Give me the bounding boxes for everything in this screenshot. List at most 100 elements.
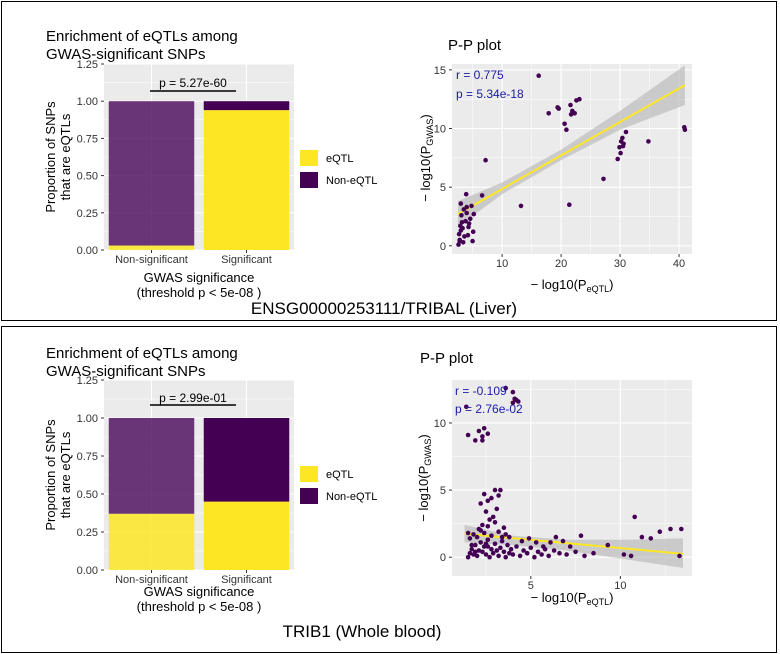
bottom-scatter-point bbox=[469, 542, 475, 548]
bottom-scatter-y-ticks: 0 5 10 bbox=[434, 418, 452, 564]
bottom-scatter-x-tick-label: 5 bbox=[528, 580, 534, 592]
top-bar-x-ticks: Non-significant Significant bbox=[115, 250, 272, 266]
bottom-bar-xlabel-line2: (threshold p < 5e-08 ) bbox=[137, 599, 262, 614]
top-scatter-y-ticks: 0 5 10 15 bbox=[434, 65, 452, 253]
top-scatter-regression-line bbox=[457, 84, 686, 215]
bottom-scatter-point bbox=[485, 431, 491, 437]
top-scatter-point bbox=[568, 112, 574, 117]
bottom-bar-y-tick-label: 0.00 bbox=[77, 565, 98, 577]
top-scatter-point bbox=[682, 127, 688, 132]
top-scatter-point bbox=[462, 234, 467, 239]
bottom-scatter-point bbox=[473, 549, 478, 555]
top-scatter-point bbox=[456, 231, 462, 237]
bottom-scatter-point bbox=[467, 536, 473, 541]
bottom-scatter-point bbox=[494, 506, 500, 512]
bottom-scatter-point bbox=[489, 495, 494, 501]
bottom-scatter-point bbox=[503, 385, 509, 391]
bottom-scatter-point bbox=[485, 498, 491, 504]
bottom-scatter-point bbox=[489, 533, 494, 538]
top-bar-ylabel-line1: Proportion of SNPs bbox=[43, 101, 58, 213]
bottom-scatter-y-tick-label: 5 bbox=[440, 485, 446, 497]
bottom-scatter-point bbox=[560, 538, 566, 544]
top-legend-eqtl-label: eQTL bbox=[326, 153, 354, 165]
bottom-scatter-point bbox=[480, 522, 485, 528]
bottom-scatter-point bbox=[578, 533, 584, 538]
bottom-scatter-point bbox=[546, 553, 551, 559]
bottom-scatter-point bbox=[521, 548, 526, 553]
bottom-bar-bar-eqtl bbox=[203, 501, 290, 570]
bottom-scatter-point bbox=[498, 545, 503, 551]
bottom-scatter-point bbox=[465, 554, 471, 560]
bottom-scatter-point bbox=[503, 532, 509, 537]
top-bar-xlabel-line2: (threshold p < 5e-08 ) bbox=[137, 285, 262, 300]
top-scatter-point bbox=[620, 135, 625, 141]
bottom-scatter-point bbox=[657, 529, 663, 534]
bottom-scatter-point bbox=[679, 526, 684, 532]
bottom-scatter-gridlines bbox=[452, 380, 692, 576]
bottom-bar-title-line1: Enrichment of eQTLs among bbox=[46, 345, 238, 362]
bottom-scatter-point bbox=[487, 517, 492, 522]
top-scatter-point bbox=[458, 201, 464, 206]
bottom-scatter-point bbox=[492, 487, 498, 493]
bottom-scatter-point bbox=[474, 534, 480, 540]
top-scatter-x-tick-label: 20 bbox=[555, 258, 567, 270]
top-scatter-point bbox=[577, 96, 582, 102]
bottom-scatter-point bbox=[476, 428, 482, 434]
bottom-scatter-point bbox=[541, 544, 546, 549]
bottom-scatter-point bbox=[480, 434, 485, 439]
top-scatter-panel: P-P plot 10 20 30 40 0 5 10 15 r = 0.775 p = 5… bbox=[418, 37, 692, 294]
top-scatter-point bbox=[459, 213, 464, 218]
top-scatter-point bbox=[456, 242, 461, 247]
bottom-bar-ylabel-line1: Proportion of SNPs bbox=[43, 419, 58, 531]
bottom-scatter-point bbox=[476, 526, 482, 532]
bottom-scatter-point bbox=[476, 548, 482, 553]
top-scatter-point bbox=[518, 203, 524, 209]
bottom-scatter-point bbox=[471, 532, 476, 537]
bottom-scatter-point bbox=[499, 538, 505, 544]
bottom-scatter-point bbox=[591, 550, 596, 556]
bottom-scatter-point bbox=[490, 514, 496, 520]
bottom-scatter-point bbox=[519, 538, 525, 544]
bottom-bar-x-tick-label: Significant bbox=[221, 574, 272, 586]
bottom-scatter-point bbox=[478, 501, 484, 506]
bottom-bar-ylabel-line2: that are eQTLs bbox=[58, 431, 73, 518]
top-scatter-point bbox=[460, 240, 466, 245]
bottom-scatter-point bbox=[473, 542, 478, 548]
bottom-bar-bar-eqtl bbox=[108, 513, 195, 570]
top-scatter-point bbox=[618, 150, 623, 156]
bottom-scatter-point bbox=[478, 540, 484, 545]
bottom-scatter-point bbox=[467, 550, 473, 556]
top-scatter-point bbox=[601, 176, 606, 182]
top-bar-bar-eqtl bbox=[203, 110, 290, 251]
bottom-scatter-point bbox=[533, 540, 539, 545]
top-bar-series bbox=[108, 101, 290, 251]
bottom-bar-xlabel-line1: GWAS significance bbox=[144, 584, 255, 599]
top-bar-y-tick-label: 0.25 bbox=[77, 208, 98, 220]
bottom-bar-x-ticks: Non-significant Significant bbox=[115, 570, 272, 586]
top-bar-bar-non-eqtl bbox=[203, 101, 290, 111]
top-scatter-point bbox=[564, 127, 569, 132]
bottom-scatter-y-tick-label: 0 bbox=[440, 552, 446, 564]
bottom-bar-y-tick-label: 0.75 bbox=[77, 451, 98, 463]
bottom-scatter-point bbox=[496, 529, 501, 534]
bottom-scatter-point bbox=[501, 549, 507, 555]
bottom-scatter-point bbox=[557, 550, 562, 556]
bottom-scatter-point bbox=[526, 536, 532, 541]
bottom-scatter-point bbox=[535, 549, 541, 555]
bottom-bar-panel: Enrichment of eQTLs among GWAS-significa… bbox=[43, 345, 377, 614]
top-bar-title-line1: Enrichment of eQTLs among bbox=[46, 28, 238, 45]
bottom-scatter-point bbox=[639, 534, 645, 540]
bottom-scatter-xlabel: − log10(PeQTL) bbox=[531, 590, 614, 607]
top-scatter-y-tick-label: 10 bbox=[434, 124, 446, 136]
bottom-scatter-point bbox=[492, 541, 498, 547]
bottom-bar-y-ticks: 0.00 0.25 0.50 0.75 1.00 1.25 bbox=[77, 375, 104, 577]
bottom-scatter-point bbox=[668, 526, 673, 532]
top-legend-non-eqtl-key bbox=[300, 172, 318, 188]
top-bar-y-tick-label: 0.75 bbox=[77, 133, 98, 145]
bottom-scatter-point bbox=[677, 553, 682, 559]
top-scatter-ylabel: − log10(PGWAS) bbox=[418, 114, 435, 202]
top-bar-y-tick-label: 1.00 bbox=[77, 96, 98, 108]
bottom-bar-bar-non-eqtl bbox=[108, 418, 195, 514]
bottom-scatter-point bbox=[485, 544, 491, 549]
